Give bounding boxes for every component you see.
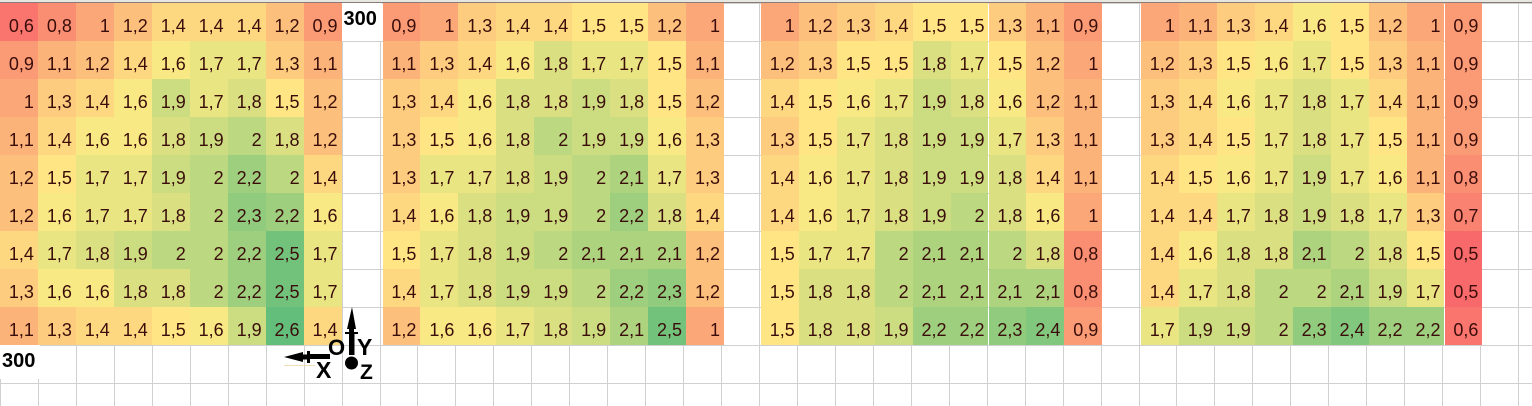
- svg-text:X: X: [316, 357, 332, 383]
- svg-text:Y: Y: [357, 334, 372, 360]
- svg-text:Z: Z: [360, 361, 373, 383]
